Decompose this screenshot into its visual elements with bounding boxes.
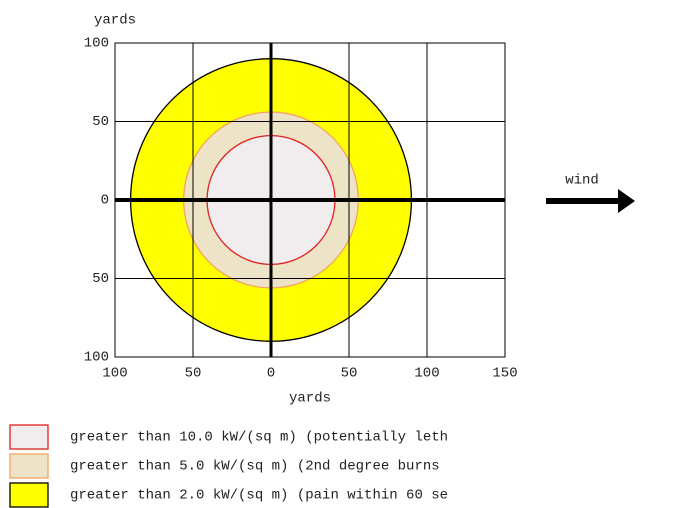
legend-label: greater than 2.0 kW/(sq m) (pain within …: [70, 488, 448, 504]
wind-arrow-head: [618, 189, 635, 213]
x-tick-label: 0: [267, 366, 275, 382]
x-tick-label: 50: [341, 366, 358, 382]
legend-label: greater than 10.0 kW/(sq m) (potentially…: [70, 430, 448, 446]
y-tick-label: 100: [84, 36, 109, 52]
legend-swatch: [9, 482, 49, 508]
x-tick-label: 150: [492, 366, 517, 382]
y-tick-label: 50: [92, 114, 109, 130]
x-tick-label: 50: [185, 366, 202, 382]
y-tick-label: 0: [101, 193, 109, 209]
legend-swatch: [9, 453, 49, 479]
legend-swatch: [9, 424, 49, 450]
x-tick-label: 100: [414, 366, 439, 382]
y-axis-label: yards: [94, 13, 136, 29]
y-tick-label: 50: [92, 271, 109, 287]
legend-label: greater than 5.0 kW/(sq m) (2nd degree b…: [70, 459, 440, 475]
wind-label: wind: [565, 173, 599, 189]
y-tick-label: 100: [84, 350, 109, 366]
wind-arrow: [546, 189, 635, 213]
x-tick-label: 100: [102, 366, 127, 382]
x-axis-label: yards: [289, 391, 331, 407]
